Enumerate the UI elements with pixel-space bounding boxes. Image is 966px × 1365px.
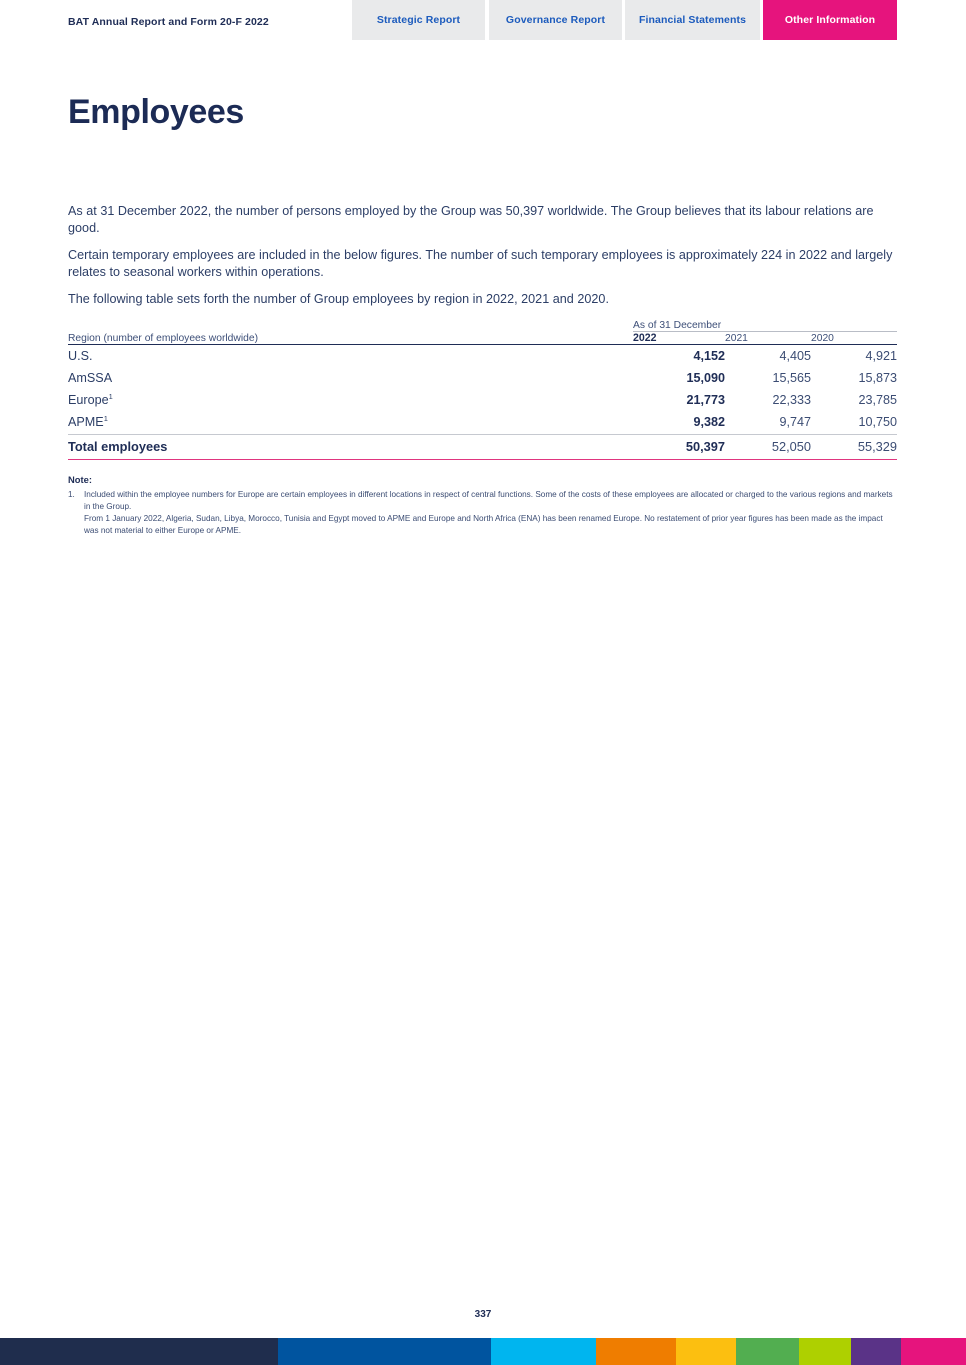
cell-amssa-2020: 15,873 (858, 371, 897, 386)
footnote-number: 1. (68, 490, 75, 500)
footnotes-section: Note: 1. Included within the employee nu… (68, 474, 897, 536)
table-column-header-row: Region (number of employees worldwide) 2… (68, 331, 897, 346)
tab-strategic-report[interactable]: Strategic Report (352, 0, 485, 40)
employees-by-region-table: As of 31 December Region (number of empl… (68, 320, 897, 461)
table-row: U.S. 4,152 4,405 4,921 (68, 345, 897, 368)
color-segment-blue (278, 1338, 491, 1365)
cell-apme-2020: 10,750 (811, 411, 897, 436)
column-header-2020: 2020 (811, 331, 897, 346)
row-label-apme: APME1 (68, 411, 633, 436)
cell-amssa-2022: 15,090 (686, 371, 725, 386)
intro-paragraph-2: Certain temporary employees are included… (68, 247, 893, 280)
footnote-marker-apme: 1 (103, 413, 108, 423)
tab-strategic-report-label: Strategic Report (376, 14, 461, 26)
footnotes-title: Note: (68, 474, 92, 486)
table-head: As of 31 December Region (number of empl… (68, 320, 897, 346)
footnote-text: Included within the employee numbers for… (84, 489, 897, 536)
cell-us-2021: 4,405 (779, 349, 811, 364)
column-header-region: Region (number of employees worldwide) (68, 331, 633, 346)
column-header-2022: 2022 (633, 331, 725, 346)
row-label-europe-text: Europe (68, 393, 109, 408)
row-label-europe: Europe1 (68, 389, 633, 411)
cell-total-2022: 50,397 (633, 434, 725, 461)
intro-paragraph-3: The following table sets forth the numbe… (68, 291, 609, 306)
footnote-item: 1. Included within the employee numbers … (68, 489, 897, 536)
cell-europe-2020: 23,785 (858, 393, 897, 408)
row-label-us: U.S. (68, 349, 93, 364)
cell-total-2020: 55,329 (811, 434, 897, 461)
color-segment-orange (596, 1338, 676, 1365)
tab-financial-statements[interactable]: Financial Statements (625, 0, 760, 40)
cell-us-2022: 4,152 (693, 349, 725, 364)
cell-europe-2021: 22,333 (772, 393, 811, 408)
document-title: BAT Annual Report and Form 20-F 2022 (68, 16, 269, 28)
tab-governance-report-label: Governance Report (505, 14, 606, 26)
footnote-line-2: From 1 January 2022, Algeria, Sudan, Lib… (84, 514, 883, 535)
table-body: U.S. 4,152 4,405 4,921 AmSSA 15,090 15,5… (68, 345, 897, 461)
cell-us-2020: 4,921 (865, 349, 897, 364)
table-row: AmSSA 15,090 15,565 15,873 (68, 367, 897, 389)
page-number: 337 (474, 1309, 492, 1320)
table-total-row: Total employees 50,397 52,050 55,329 (68, 434, 897, 461)
cell-amssa-2021: 15,565 (772, 371, 811, 386)
table-row: APME1 9,382 9,747 10,750 (68, 411, 897, 436)
cell-apme-2022: 9,382 (633, 411, 725, 436)
tab-governance-report[interactable]: Governance Report (489, 0, 622, 40)
row-label-total: Total employees (68, 434, 633, 461)
color-segment-cyan (491, 1338, 596, 1365)
table-row: Europe1 21,773 22,333 23,785 (68, 389, 897, 411)
page-header: BAT Annual Report and Form 20-F 2022 Str… (0, 0, 966, 40)
color-segment-green (736, 1338, 799, 1365)
column-header-2021: 2021 (725, 331, 811, 346)
footer-color-bar (0, 1338, 966, 1365)
cell-total-2021: 52,050 (725, 434, 811, 461)
page-content: As at 31 December 2022, the number of pe… (68, 203, 897, 536)
tab-financial-statements-label: Financial Statements (638, 14, 747, 26)
color-segment-yellow (676, 1338, 736, 1365)
row-label-apme-text: APME (68, 415, 104, 430)
color-segment-navy (0, 1338, 278, 1365)
tab-other-information[interactable]: Other Information (763, 0, 897, 40)
cell-apme-2021: 9,747 (725, 411, 811, 436)
tab-other-information-label: Other Information (784, 14, 876, 26)
color-segment-lime (799, 1338, 851, 1365)
table-span-header-row: As of 31 December (68, 320, 897, 333)
footnote-marker-europe: 1 (108, 391, 113, 401)
page-title: Employees (68, 93, 244, 131)
color-segment-magenta (901, 1338, 966, 1365)
span-header-as-of-date: As of 31 December (633, 320, 897, 333)
color-segment-purple (851, 1338, 901, 1365)
intro-paragraph-1: As at 31 December 2022, the number of pe… (68, 204, 874, 236)
footnote-line-1: Included within the employee numbers for… (84, 490, 893, 511)
cell-europe-2022: 21,773 (686, 393, 725, 408)
row-label-amssa: AmSSA (68, 371, 113, 386)
